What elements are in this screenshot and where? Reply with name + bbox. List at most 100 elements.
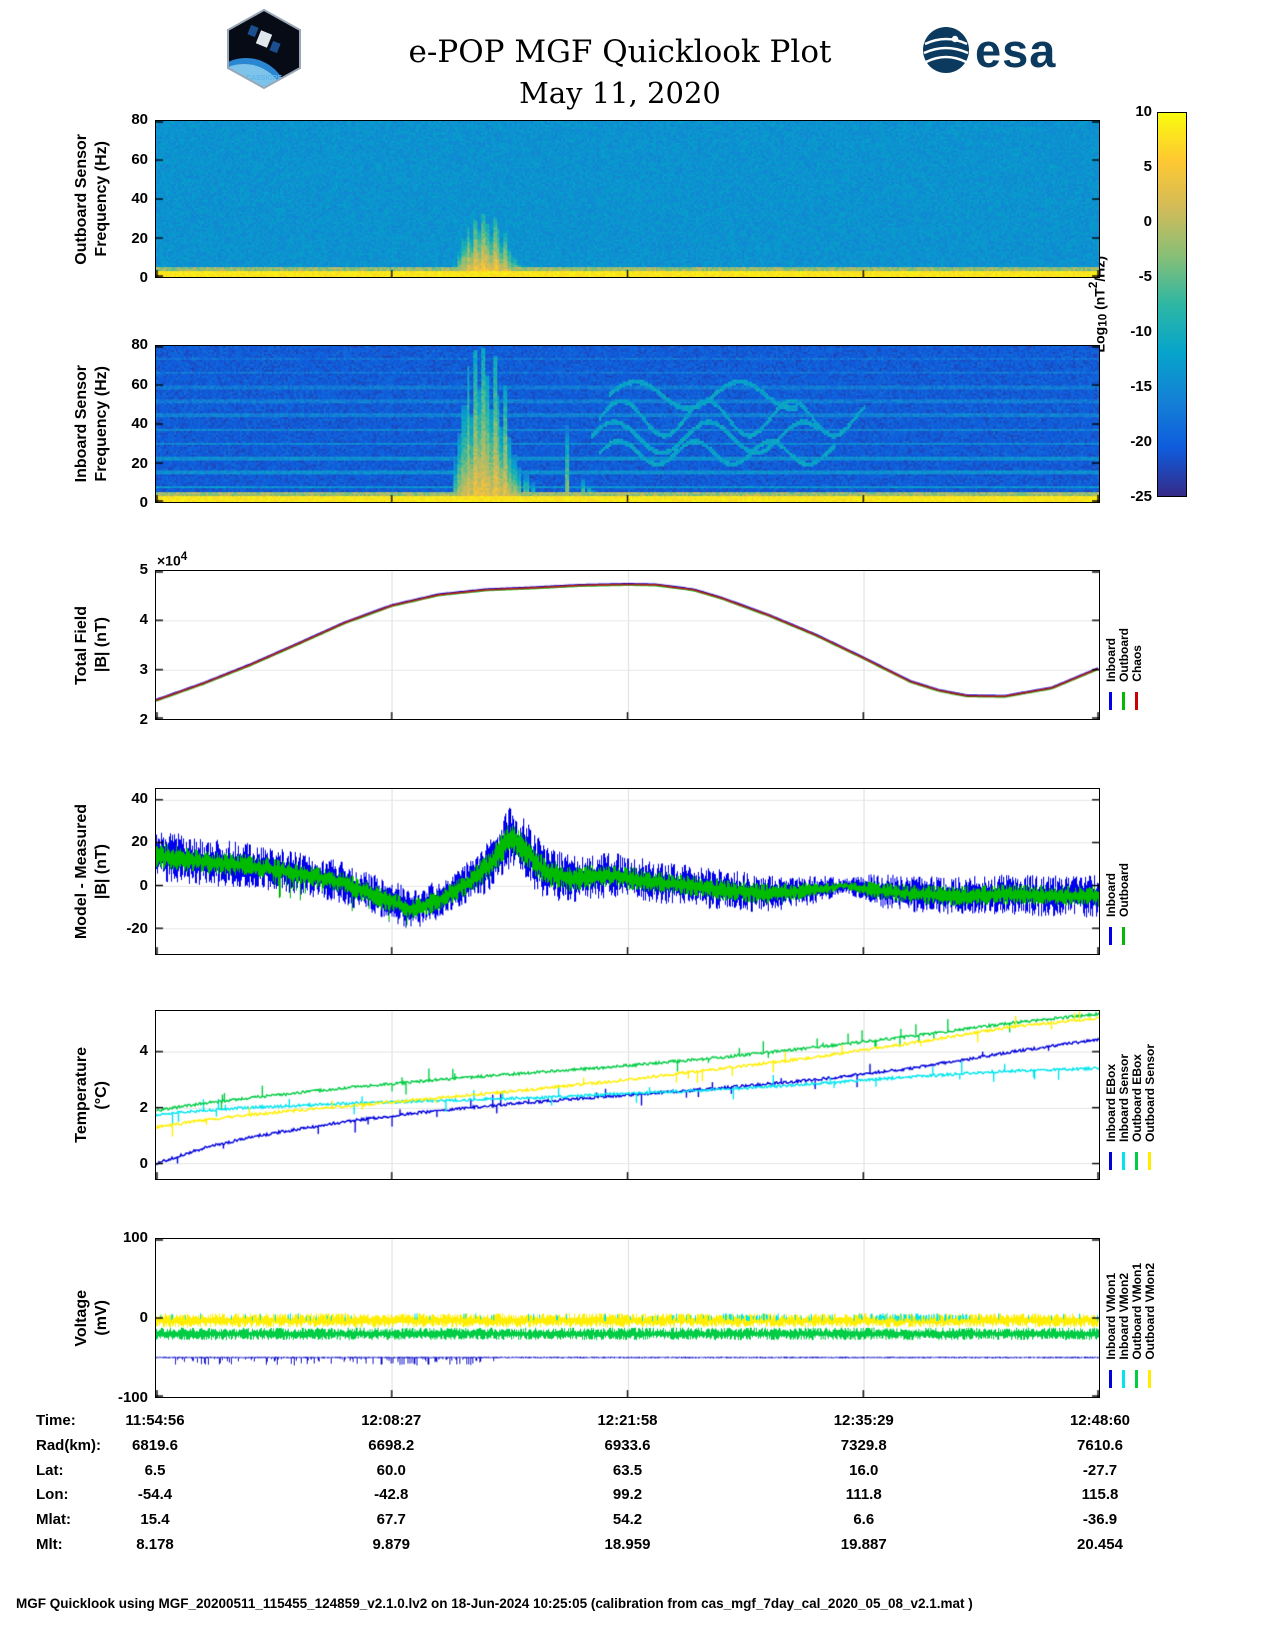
ephemeris-value: 99.2 — [612, 1486, 643, 1504]
legend-swatch — [1122, 927, 1125, 945]
legend-label: Inboard VMon1 — [1103, 1273, 1118, 1360]
legend-swatch — [1122, 692, 1125, 710]
ephemeris-value: 67.7 — [376, 1511, 406, 1529]
y-tick-label: 4 — [139, 1042, 148, 1060]
ephemeris-value: 6819.6 — [132, 1436, 178, 1454]
colorbar-tick-label: -20 — [1130, 433, 1152, 450]
cassiope-badge-icon: CASSIOPE — [227, 8, 301, 90]
voltage-panel — [155, 1238, 1100, 1398]
legend-item-outboard-vmon1: Outboard VMon1 — [1130, 1238, 1144, 1360]
legend-swatch — [1135, 692, 1138, 710]
legend-item-outboard: Outboard — [1117, 570, 1131, 682]
legend-label: Outboard Sensor — [1142, 1043, 1157, 1142]
model-measured-canvas — [156, 789, 1099, 954]
footer-note: MGF Quicklook using MGF_20200511_115455_… — [16, 1596, 973, 1611]
y-tick-label: 3 — [139, 661, 148, 678]
legend-item-inboard: Inboard — [1103, 570, 1118, 682]
colorbar-tick-label: -5 — [1138, 268, 1152, 285]
ephemeris-value: -27.7 — [1082, 1461, 1118, 1479]
y-tick-label: 0 — [139, 494, 148, 511]
y-tick-label: 100 — [122, 1229, 148, 1246]
badge-text: CASSIOPE — [246, 75, 283, 82]
colorbar-tick-label: 10 — [1135, 103, 1152, 120]
esa-globe-icon — [923, 27, 969, 73]
legend-label: Outboard — [1116, 863, 1131, 917]
y-axis-label-line: Model - Measured — [73, 803, 90, 940]
y-axis-label-line: Inboard Sensor — [73, 365, 90, 483]
y-tick-label: 20 — [131, 833, 148, 851]
ephemeris-value: 18.959 — [604, 1536, 651, 1553]
legend-item-outboard-sensor: Outboard Sensor — [1142, 1010, 1157, 1142]
legend-swatch — [1109, 1152, 1112, 1170]
ephemeris-value: 54.2 — [612, 1511, 643, 1529]
y-tick-label: 0 — [139, 1309, 148, 1326]
colorbar-tick-label: -10 — [1130, 323, 1152, 340]
ephemeris-value: 12:48:60 — [1069, 1412, 1131, 1429]
colorbar-label-mid: (nT — [1091, 288, 1108, 315]
legend-item-chaos: Chaos — [1129, 570, 1144, 682]
y-tick-label: 80 — [131, 336, 148, 353]
y-tick-label: 20 — [131, 229, 148, 247]
legend-item-inboard-vmon1: Inboard VMon1 — [1103, 1238, 1118, 1360]
colorbar-tick-label: -15 — [1130, 378, 1152, 395]
ephemeris-value: 7329.8 — [840, 1436, 887, 1454]
y-tick-label: 60 — [131, 150, 148, 168]
legend-label: Inboard — [1103, 638, 1118, 682]
y-tick-label: 0 — [139, 269, 148, 286]
ephemeris-row-label: Mlat: — [36, 1511, 71, 1529]
legend-item-inboard: Inboard — [1103, 788, 1118, 917]
model-measured-panel — [155, 788, 1100, 955]
voltage-canvas — [156, 1239, 1099, 1397]
legend-item-inboard-sensor: Inboard Sensor — [1116, 1010, 1131, 1142]
legend-label: Inboard EBox — [1103, 1063, 1118, 1142]
legend-label: Chaos — [1129, 645, 1144, 682]
ephemeris-row-label: Lat: — [36, 1461, 64, 1479]
y-tick-label: 2 — [139, 711, 148, 728]
colorbar-label-sup: 2 — [1087, 281, 1101, 289]
ephemeris-row-label: Lon: — [36, 1486, 69, 1504]
y-tick-label: 40 — [131, 415, 148, 432]
ephemeris-value: 12:21:58 — [597, 1412, 658, 1429]
ephemeris-value: 8.178 — [136, 1536, 174, 1553]
legend-label: Inboard — [1103, 873, 1118, 917]
inboard-spectrogram-canvas — [156, 346, 1099, 502]
ephemeris-row-label: Rad(km): — [36, 1436, 102, 1454]
ephemeris-value: -54.4 — [137, 1486, 173, 1504]
legend-swatch — [1148, 1152, 1151, 1170]
ephemeris-value: 115.8 — [1081, 1486, 1119, 1504]
cassiope-mission-badge: CASSIOPE — [222, 8, 306, 95]
ephemeris-value: -42.8 — [374, 1486, 409, 1504]
ephemeris-value: 12:08:27 — [361, 1412, 422, 1429]
outboard-spectrogram-panel — [155, 120, 1100, 278]
legend-label: Outboard VMon2 — [1142, 1263, 1157, 1360]
colorbar-tick-label: 5 — [1143, 158, 1152, 175]
legend-swatch — [1135, 1370, 1138, 1388]
ephemeris-value: 20.454 — [1077, 1536, 1123, 1553]
legend-label: Inboard Sensor — [1116, 1053, 1131, 1142]
ephemeris-value: 6.5 — [144, 1461, 166, 1479]
esa-wordmark: esa — [975, 23, 1057, 77]
legend-swatch — [1109, 692, 1112, 710]
legend-item-outboard-vmon2: Outboard VMon2 — [1142, 1238, 1157, 1360]
page-date: May 11, 2020 — [519, 76, 721, 110]
page-title: e-POP MGF Quicklook Plot — [408, 34, 832, 70]
legend-label: Outboard EBox — [1129, 1053, 1144, 1142]
legend-swatch — [1109, 1370, 1112, 1388]
ephemeris-value: 111.8 — [845, 1486, 882, 1504]
esa-logo: esa — [922, 26, 1056, 74]
ephemeris-value: 6933.6 — [604, 1436, 651, 1454]
colorbar — [1157, 112, 1187, 497]
legend-swatch — [1122, 1152, 1125, 1170]
y-tick-label: 0 — [139, 876, 148, 894]
y-tick-label: 40 — [131, 190, 148, 207]
y-axis-label-line: Temperature — [73, 1047, 90, 1143]
y-tick-label: -20 — [126, 919, 148, 937]
y-tick-label: 60 — [131, 375, 148, 393]
legend-swatch — [1135, 1152, 1138, 1170]
legend-swatch — [1148, 1370, 1151, 1388]
outboard-spectrogram-canvas — [156, 121, 1099, 277]
y-tick-label: 4 — [139, 611, 148, 628]
ephemeris-value: 6.6 — [853, 1511, 875, 1529]
colorbar-tick-label: -25 — [1130, 488, 1152, 505]
legend-item-outboard: Outboard — [1116, 788, 1131, 917]
